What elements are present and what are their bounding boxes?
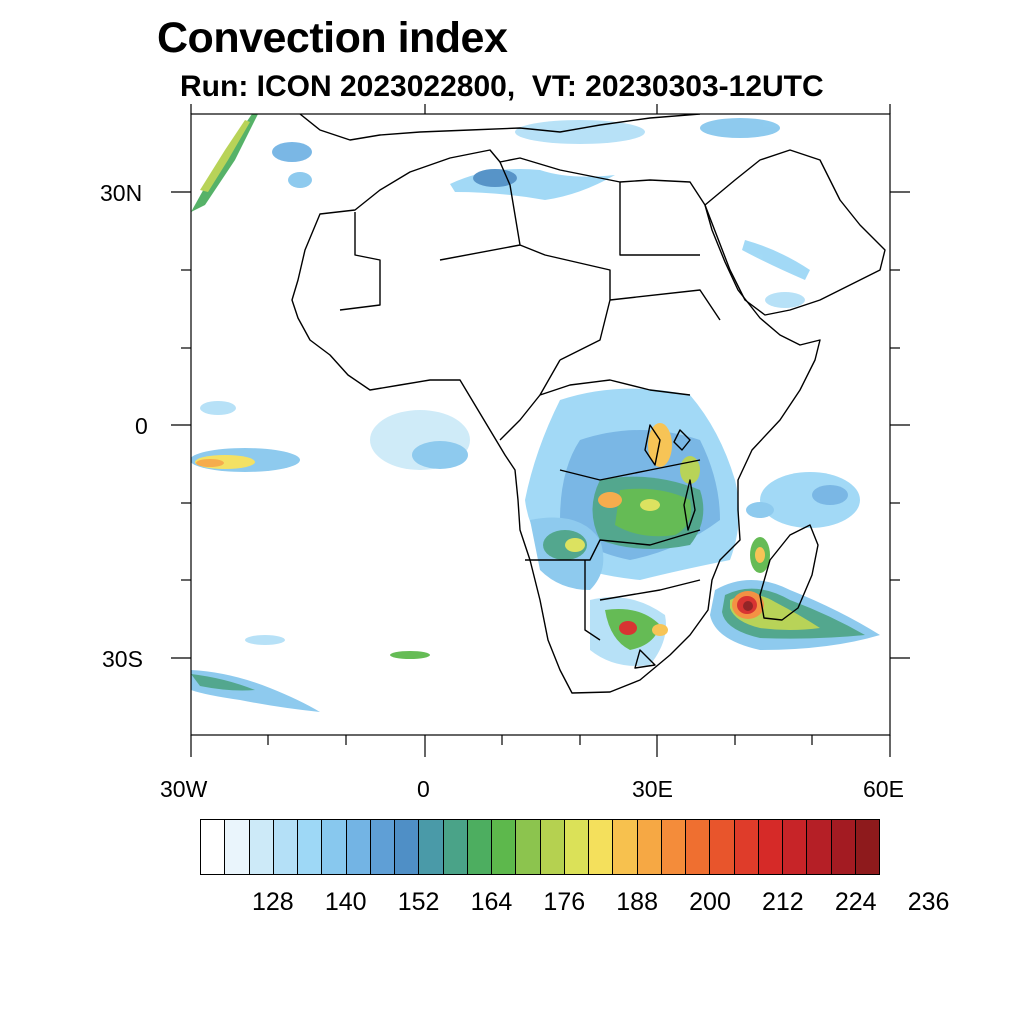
colorbar-swatch	[564, 820, 589, 874]
colorbar-swatch	[686, 820, 711, 874]
colorbar	[200, 819, 880, 875]
lon-label-60e: 60E	[863, 776, 904, 802]
colorbar-swatch	[661, 820, 686, 874]
chart-title: Convection index	[157, 14, 508, 62]
colorbar-swatch	[346, 820, 371, 874]
colorbar-tick-label: 236	[907, 888, 950, 916]
lon-label-30w: 30W	[160, 776, 208, 802]
colorbar-tick-label: 200	[689, 888, 731, 916]
colorbar-swatch	[492, 820, 517, 874]
colorbar-tick-label: 164	[470, 888, 513, 916]
colorbar-tick-label: 140	[324, 888, 367, 916]
colorbar-swatch	[370, 820, 395, 874]
colorbar-swatch	[540, 820, 565, 874]
colorbar-swatch	[322, 820, 347, 874]
colorbar-swatch	[249, 820, 274, 874]
colorbar-swatch	[613, 820, 638, 874]
colorbar-swatch	[395, 820, 420, 874]
coastline	[291, 114, 886, 694]
colorbar-swatch	[443, 820, 468, 874]
axis-ticks	[171, 104, 910, 757]
colorbar-swatch	[637, 820, 662, 874]
lat-label-30n: 30N	[100, 180, 143, 206]
colorbar-tick-label: 188	[616, 888, 658, 916]
colorbar-swatch	[734, 820, 759, 874]
colorbar-swatch	[201, 820, 226, 874]
colorbar-tick-label: 128	[251, 888, 294, 916]
chart-subtitle: Run: ICON 2023022800, VT: 20230303-12UTC	[180, 70, 824, 103]
convection-field	[191, 114, 880, 712]
colorbar-tick-label: 152	[397, 888, 440, 916]
colorbar-swatch	[225, 820, 250, 874]
colorbar-swatch	[758, 820, 783, 874]
lon-label-0: 0	[417, 776, 430, 802]
colorbar-tick-label: 224	[834, 888, 877, 916]
colorbar-tick-label: 212	[761, 888, 804, 916]
colorbar-swatch	[831, 820, 856, 874]
colorbar-swatch	[807, 820, 832, 874]
colorbar-tick-label: 176	[543, 888, 586, 916]
colorbar-swatch	[467, 820, 492, 874]
lat-label-30s: 30S	[102, 646, 143, 672]
colorbar-swatch	[710, 820, 735, 874]
colorbar-swatch	[516, 820, 541, 874]
colorbar-swatch	[855, 820, 879, 874]
colorbar-swatch	[419, 820, 444, 874]
colorbar-swatch	[589, 820, 614, 874]
lon-label-30e: 30E	[632, 776, 673, 802]
lat-label-0: 0	[135, 413, 148, 439]
colorbar-swatch	[273, 820, 298, 874]
colorbar-swatch	[783, 820, 808, 874]
colorbar-swatch	[298, 820, 323, 874]
